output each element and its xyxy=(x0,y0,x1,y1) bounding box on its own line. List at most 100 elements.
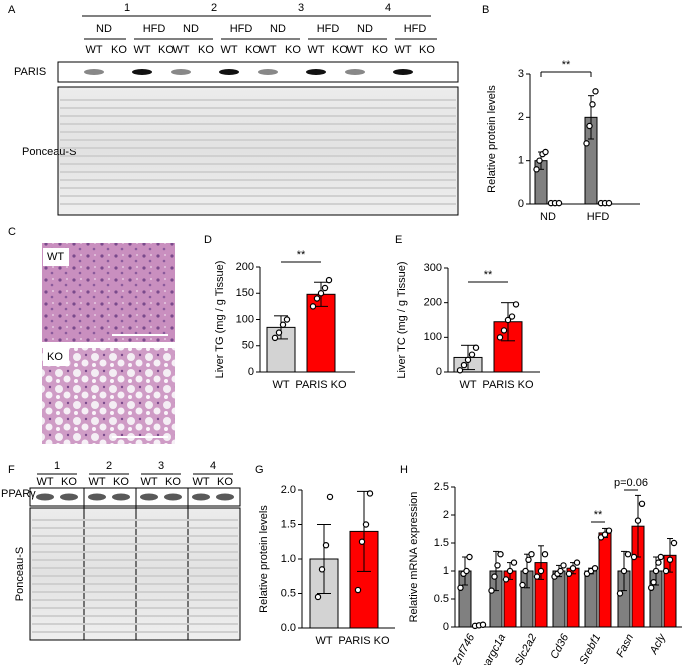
group-label: 1 xyxy=(124,2,130,14)
data-point xyxy=(464,356,472,364)
genotype-label: WT xyxy=(172,44,189,56)
data-point xyxy=(616,590,624,597)
data-point xyxy=(497,551,504,558)
data-point xyxy=(569,565,577,572)
data-point xyxy=(537,567,545,575)
data-point xyxy=(522,567,529,575)
y-tick-label: 1 xyxy=(518,155,524,167)
data-point xyxy=(317,290,325,297)
bar xyxy=(598,532,612,628)
ponceau-box xyxy=(29,507,241,641)
x-tick-label: WT xyxy=(459,379,476,391)
data-point xyxy=(504,316,512,324)
data-point xyxy=(309,303,317,310)
panel-label: F xyxy=(8,464,15,476)
genotype-label: KO xyxy=(245,44,261,56)
data-point xyxy=(466,553,473,561)
data-point xyxy=(670,539,678,547)
genotype-label: KO xyxy=(113,476,129,488)
genotype-label: WT xyxy=(36,476,53,488)
blot-band xyxy=(164,493,182,501)
panel-label: A xyxy=(8,4,16,16)
y-tick-label: 2 xyxy=(518,111,524,123)
genotype-label: KO xyxy=(372,44,388,56)
data-point xyxy=(313,295,321,302)
x-tick-label: WT xyxy=(272,379,289,391)
data-point xyxy=(512,301,520,308)
data-point xyxy=(271,334,279,342)
genotype-label: KO xyxy=(332,44,348,56)
data-point xyxy=(525,556,532,564)
genotype-label: KO xyxy=(111,44,127,56)
x-tick-label: PARIS KO xyxy=(295,379,347,391)
data-point xyxy=(573,559,581,566)
diet-label: ND xyxy=(270,23,286,35)
y-tick-label: 0.0 xyxy=(281,622,296,634)
y-axis-label: Liver TC (mg / g Tissue) xyxy=(396,261,408,378)
data-point xyxy=(542,148,549,156)
data-point xyxy=(314,593,322,601)
data-point xyxy=(457,584,464,592)
data-point xyxy=(652,567,660,575)
y-tick-label: 100 xyxy=(236,313,254,325)
genotype-label: KO xyxy=(165,476,181,488)
blot-band xyxy=(345,69,365,75)
data-point xyxy=(560,562,567,569)
x-tick-label: HFD xyxy=(587,211,610,223)
data-point xyxy=(591,565,599,572)
y-axis-label: Relative protein levels xyxy=(486,85,498,193)
data-point xyxy=(502,576,510,583)
diet-label: HFD xyxy=(143,23,166,35)
panel-label: D xyxy=(204,234,212,246)
group-label: 4 xyxy=(385,2,391,14)
y-axis-label: Relative mRNA expression xyxy=(408,492,420,623)
data-point xyxy=(508,313,516,320)
data-point xyxy=(283,316,291,323)
x-tick-label: Srebf1 xyxy=(577,632,603,665)
x-tick-label: Acly xyxy=(647,631,669,657)
genotype-label: KO xyxy=(61,476,77,488)
data-point xyxy=(528,551,535,558)
data-point xyxy=(655,559,662,566)
panel-label: E xyxy=(395,234,402,246)
data-point xyxy=(533,166,540,173)
x-tick-label: PARIS KO xyxy=(338,635,390,647)
data-point xyxy=(326,493,334,501)
data-point xyxy=(325,276,333,284)
genotype-label: WT xyxy=(88,476,105,488)
genotype-label: WT xyxy=(394,44,411,56)
data-point xyxy=(506,567,514,575)
y-tick-label: 100 xyxy=(424,331,442,343)
y-tick-label: 0 xyxy=(443,621,449,633)
y-axis-label: Relative protein levels xyxy=(258,505,270,613)
blot-band xyxy=(219,69,239,75)
data-point xyxy=(275,329,283,336)
panel-label: G xyxy=(255,464,264,476)
x-tick-label: PARIS KO xyxy=(482,379,534,391)
x-tick-label: ND xyxy=(540,211,556,223)
genotype-label: WT xyxy=(192,476,209,488)
genotype-label: WT xyxy=(307,44,324,56)
y-tick-label: 2 xyxy=(443,509,449,521)
data-point xyxy=(583,140,590,147)
y-tick-label: 2.0 xyxy=(281,484,296,496)
data-point xyxy=(541,551,549,558)
blot-band xyxy=(140,493,158,501)
data-point xyxy=(630,553,638,561)
data-point xyxy=(601,531,609,538)
y-tick-label: 1.0 xyxy=(281,553,296,565)
data-point xyxy=(662,567,670,575)
group-label: 3 xyxy=(298,2,304,14)
blot-band xyxy=(258,69,278,75)
y-axis-label: Liver TG (mg / g Tissue) xyxy=(214,261,226,379)
genotype-label: KO xyxy=(217,476,233,488)
y-tick-label: 1 xyxy=(443,565,449,577)
bar xyxy=(566,567,580,628)
data-point xyxy=(463,567,470,575)
x-tick-label: Slc2a2 xyxy=(513,632,539,665)
blot-band xyxy=(132,69,152,75)
blot-band xyxy=(112,493,130,501)
data-point xyxy=(605,199,613,207)
data-point xyxy=(638,500,646,507)
data-point xyxy=(648,584,655,592)
